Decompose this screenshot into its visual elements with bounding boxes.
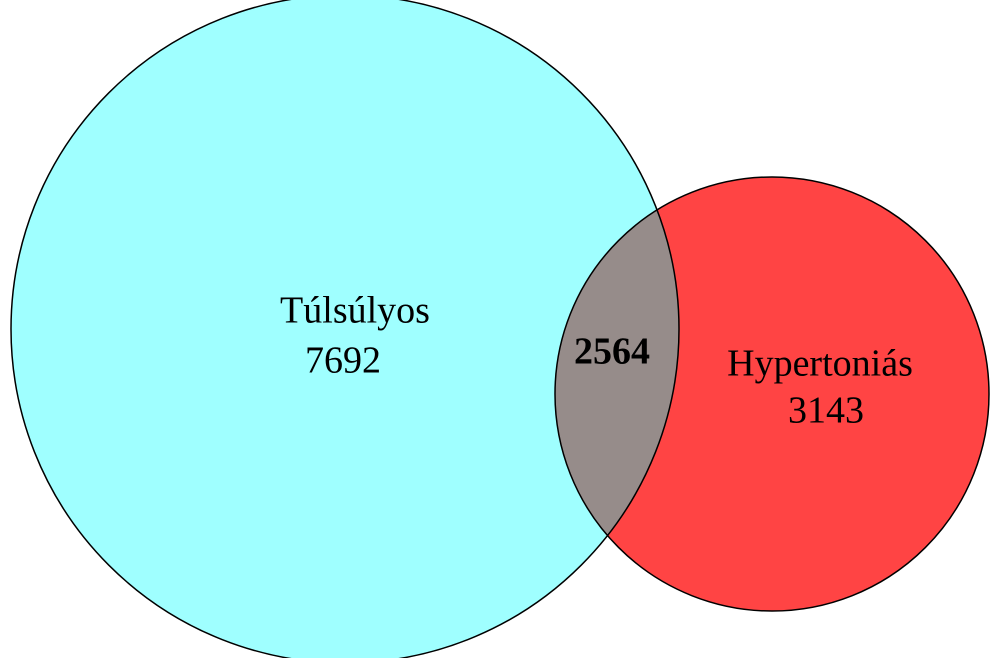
set-outline-right — [554, 176, 990, 612]
set-label: Túlsúlyos — [280, 290, 430, 332]
set-value: 7692 — [305, 340, 381, 382]
set-label: Hypertoniás — [727, 343, 913, 385]
set-outline-left — [10, 0, 680, 658]
set-value: 3143 — [788, 390, 864, 432]
set-circle-left — [11, 0, 679, 658]
intersection-value: 2564 — [574, 331, 650, 373]
